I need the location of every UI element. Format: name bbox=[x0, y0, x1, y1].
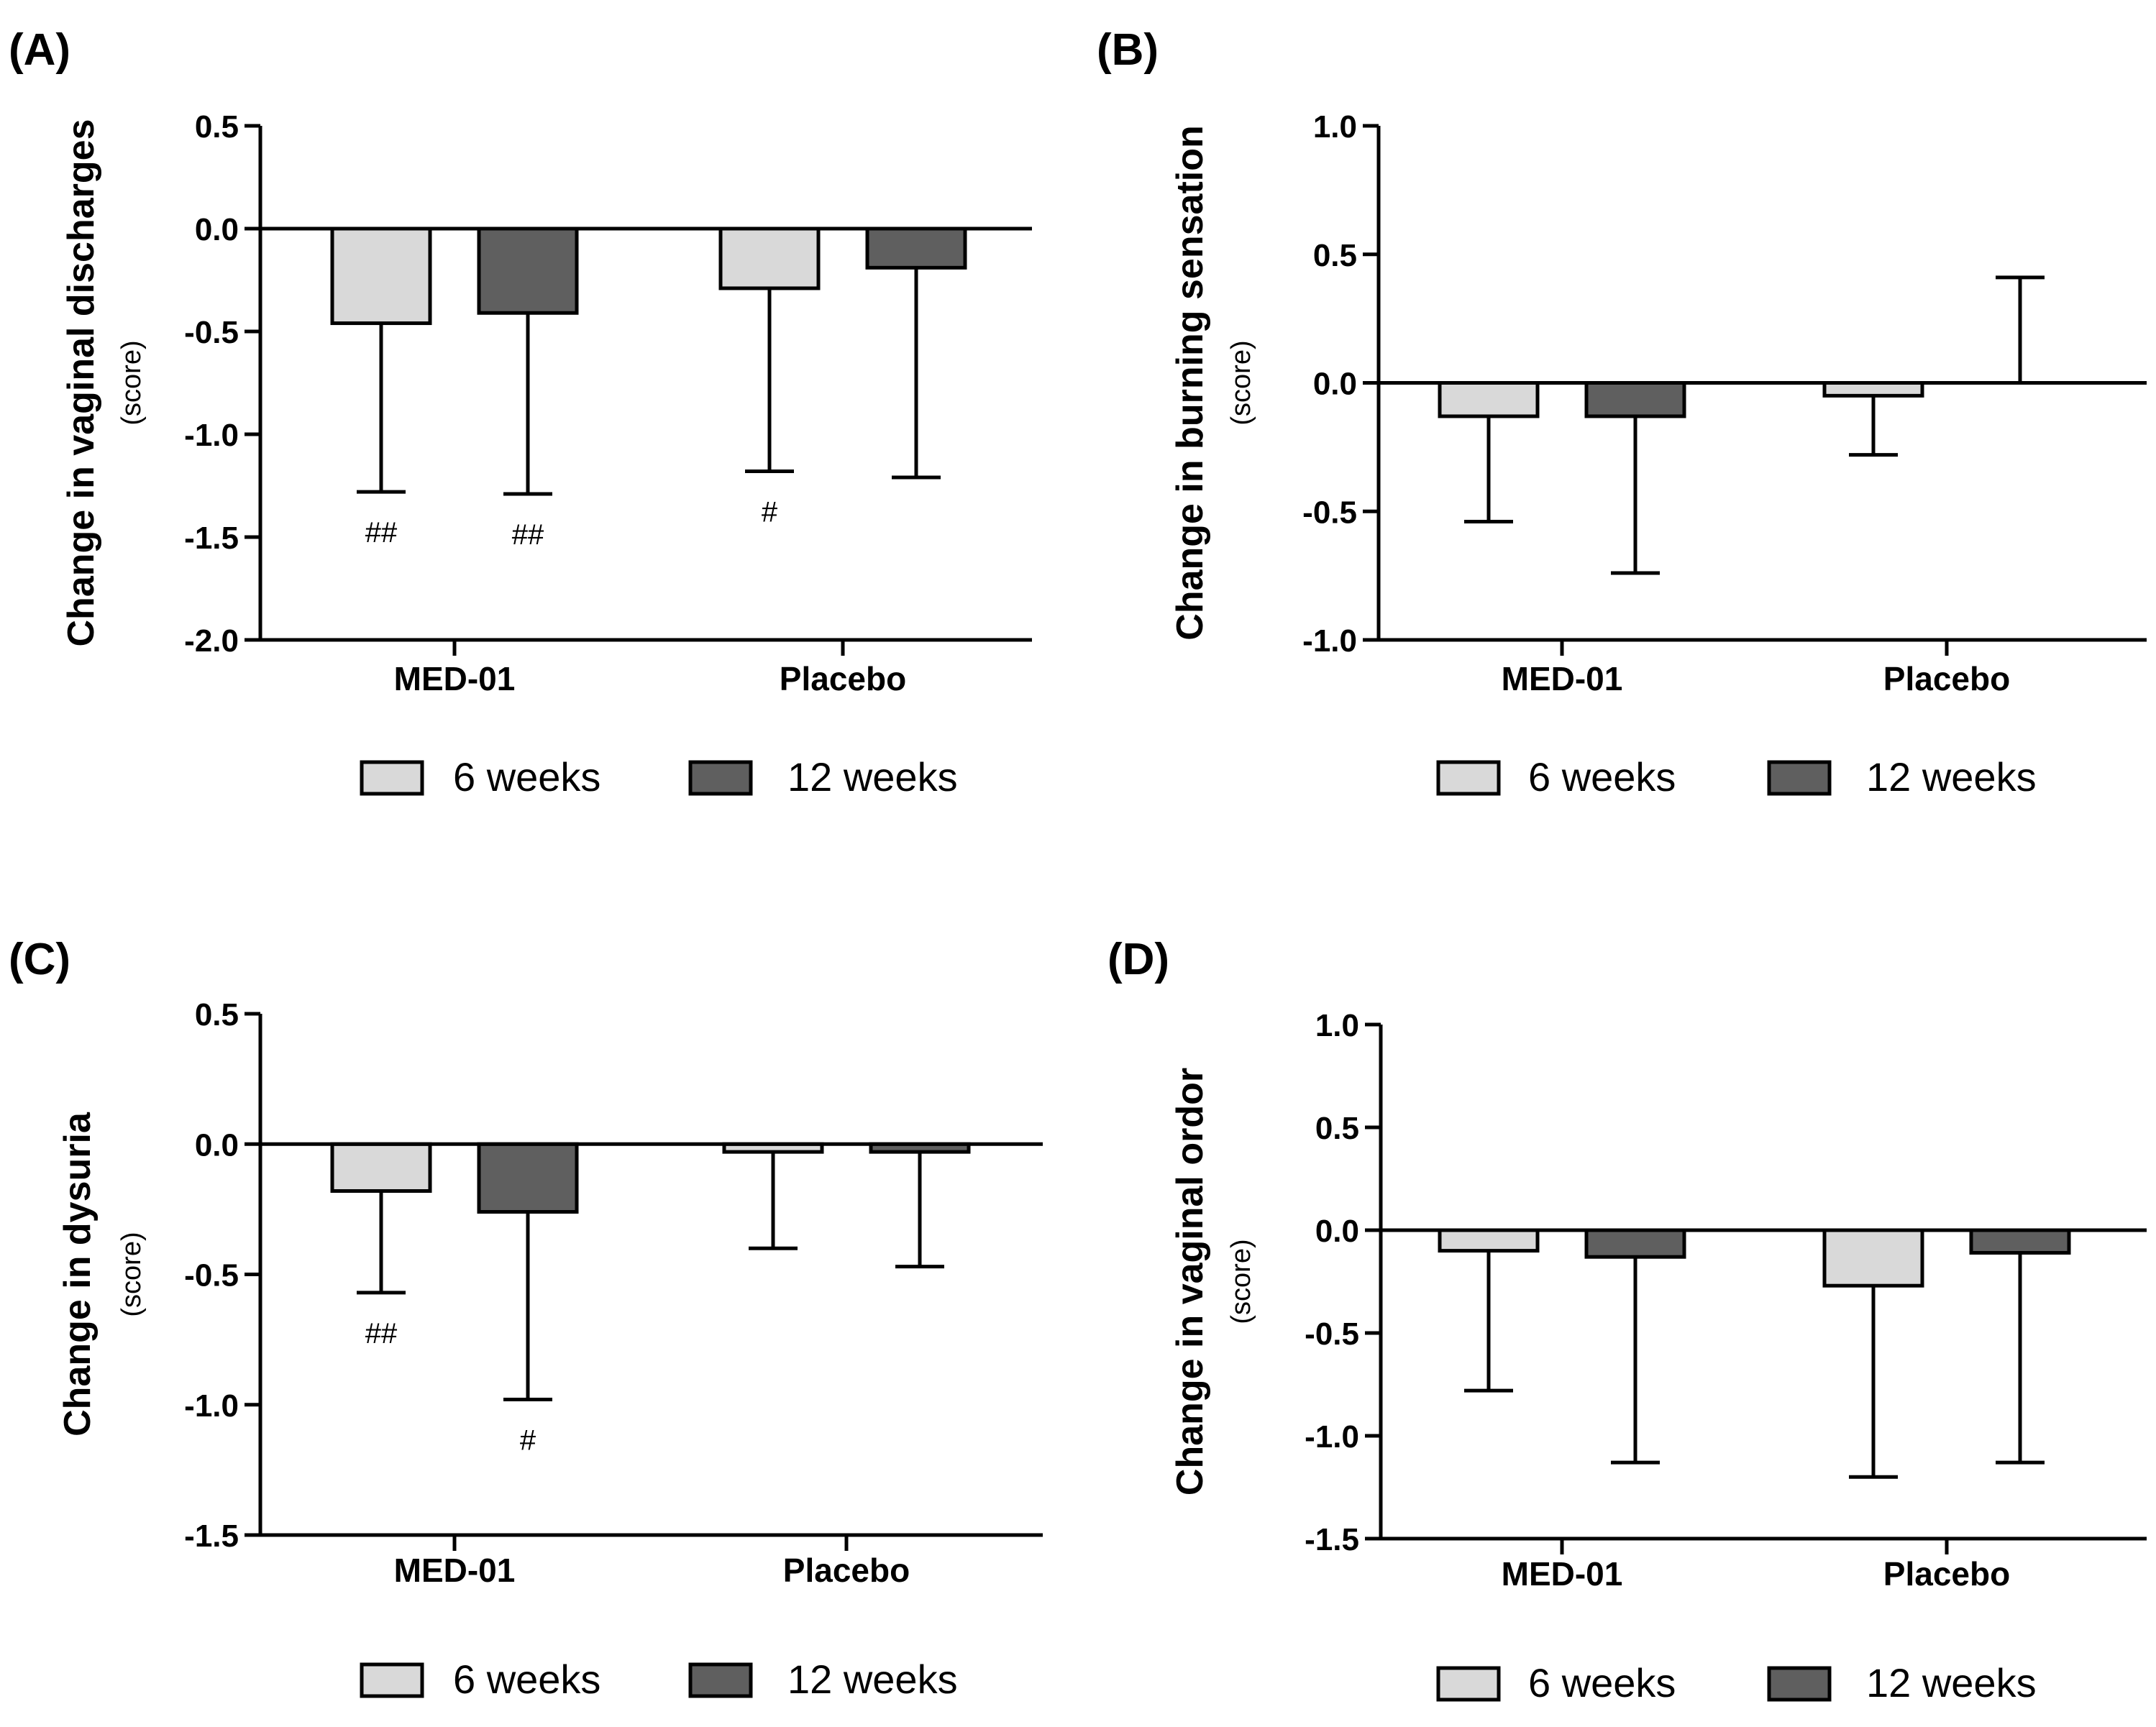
y-axis-unit: (score) bbox=[117, 1232, 147, 1316]
y-tick-label: 0.0 bbox=[1313, 367, 1357, 402]
bar bbox=[330, 226, 432, 326]
x-tick-label: Placebo bbox=[1883, 1555, 2010, 1593]
legend-label: 12 weeks bbox=[787, 1657, 958, 1702]
x-tick-label: MED-01 bbox=[394, 660, 516, 697]
y-tick-label: 1.0 bbox=[1313, 109, 1357, 145]
legend-label: 6 weeks bbox=[453, 754, 600, 800]
bar bbox=[1969, 1228, 2071, 1255]
y-axis-unit: (score) bbox=[1226, 1239, 1256, 1324]
x-tick-label: MED-01 bbox=[1502, 1555, 1623, 1593]
y-tick-label: -1.5 bbox=[184, 1518, 239, 1554]
y-tick-label: 0.0 bbox=[195, 1127, 239, 1163]
y-axis-unit: (score) bbox=[117, 340, 147, 425]
significance-mark: ## bbox=[365, 517, 398, 549]
significance-mark: # bbox=[762, 496, 778, 528]
panel-label: (A) bbox=[9, 25, 70, 75]
x-tick-label: Placebo bbox=[783, 1552, 910, 1589]
y-tick-label: -1.5 bbox=[184, 521, 239, 556]
bar bbox=[1438, 1228, 1540, 1253]
x-tick-label: Placebo bbox=[1883, 660, 2010, 697]
legend-swatch bbox=[688, 760, 753, 796]
y-tick-label: 0.0 bbox=[1315, 1214, 1359, 1249]
legend-swatch bbox=[1767, 760, 1832, 796]
y-tick-label: -1.5 bbox=[1305, 1522, 1359, 1557]
bar bbox=[1822, 1228, 1924, 1288]
legend-swatch bbox=[360, 760, 424, 796]
bar bbox=[1584, 381, 1686, 418]
y-axis-label: Change in dysuria bbox=[57, 1112, 99, 1437]
legend-label: 6 weeks bbox=[1528, 754, 1676, 800]
y-tick-label: -1.0 bbox=[1305, 1419, 1359, 1455]
legend-label: 12 weeks bbox=[1866, 754, 2037, 800]
legend-swatch bbox=[688, 1662, 753, 1698]
legend-swatch bbox=[360, 1662, 424, 1698]
y-tick-label: -1.0 bbox=[1302, 623, 1357, 659]
y-axis-label: Change in vaginal ordor bbox=[1169, 1068, 1211, 1495]
y-tick-label: -0.5 bbox=[184, 1258, 239, 1293]
y-axis-unit: (score) bbox=[1226, 340, 1256, 425]
y-axis-label: Change in vaginal discharges bbox=[60, 119, 102, 647]
panel-label: (C) bbox=[9, 935, 70, 984]
y-tick-label: 0.5 bbox=[195, 109, 239, 145]
panel-c: (C) Change in dysuria (score) 0.5 0.0 -0.5 -1.… bbox=[9, 935, 1043, 1702]
legend: 6 weeks 12 weeks bbox=[1436, 754, 2037, 800]
legend: 6 weeks 12 weeks bbox=[360, 1657, 958, 1702]
panel-a: (A) Change in vaginal discharges (score) 0.… bbox=[9, 25, 1032, 800]
y-tick-label: -0.5 bbox=[1305, 1316, 1359, 1352]
legend-label: 6 weeks bbox=[1528, 1660, 1676, 1705]
y-tick-label: 0.5 bbox=[1315, 1111, 1359, 1146]
legend-swatch bbox=[1436, 1666, 1501, 1702]
y-tick-label: 1.0 bbox=[1315, 1008, 1359, 1043]
y-tick-label: 0.5 bbox=[1313, 238, 1357, 273]
legend-swatch bbox=[1436, 760, 1501, 796]
significance-mark: ## bbox=[365, 1318, 398, 1350]
bar bbox=[865, 226, 967, 270]
significance-mark: ## bbox=[512, 519, 544, 551]
bar bbox=[1438, 381, 1540, 418]
panel-d: (D) Change in vaginal ordor (score) 1.0 0.5 0… bbox=[1107, 935, 2147, 1705]
y-tick-label: 0.0 bbox=[195, 212, 239, 247]
y-tick-label: -1.0 bbox=[184, 1388, 239, 1424]
legend-label: 12 weeks bbox=[787, 754, 958, 800]
legend-swatch bbox=[1767, 1666, 1832, 1702]
bar bbox=[330, 1142, 432, 1193]
legend: 6 weeks 12 weeks bbox=[1436, 1660, 2037, 1705]
panel-label: (D) bbox=[1107, 935, 1169, 984]
legend-label: 6 weeks bbox=[453, 1657, 600, 1702]
x-tick-label: MED-01 bbox=[1502, 660, 1623, 697]
y-tick-label: -0.5 bbox=[1302, 495, 1357, 530]
y-tick-label: -0.5 bbox=[184, 315, 239, 350]
bar bbox=[718, 226, 821, 290]
y-tick-label: -2.0 bbox=[184, 623, 239, 659]
bar bbox=[477, 1142, 579, 1214]
bar bbox=[1822, 381, 1924, 398]
x-tick-label: Placebo bbox=[780, 660, 906, 697]
y-tick-label: -1.0 bbox=[184, 418, 239, 453]
significance-mark: # bbox=[520, 1425, 536, 1457]
y-tick-label: 0.5 bbox=[195, 997, 239, 1032]
bar bbox=[477, 226, 579, 315]
legend-label: 12 weeks bbox=[1866, 1660, 2037, 1705]
legend: 6 weeks 12 weeks bbox=[360, 754, 958, 800]
panel-b: (B) Change in burning sensation (score) 1.0… bbox=[1097, 25, 2147, 800]
y-axis-label: Change in burning sensation bbox=[1169, 125, 1211, 640]
bar bbox=[1584, 1228, 1686, 1259]
x-tick-label: MED-01 bbox=[394, 1552, 516, 1589]
panel-label: (B) bbox=[1097, 25, 1159, 75]
